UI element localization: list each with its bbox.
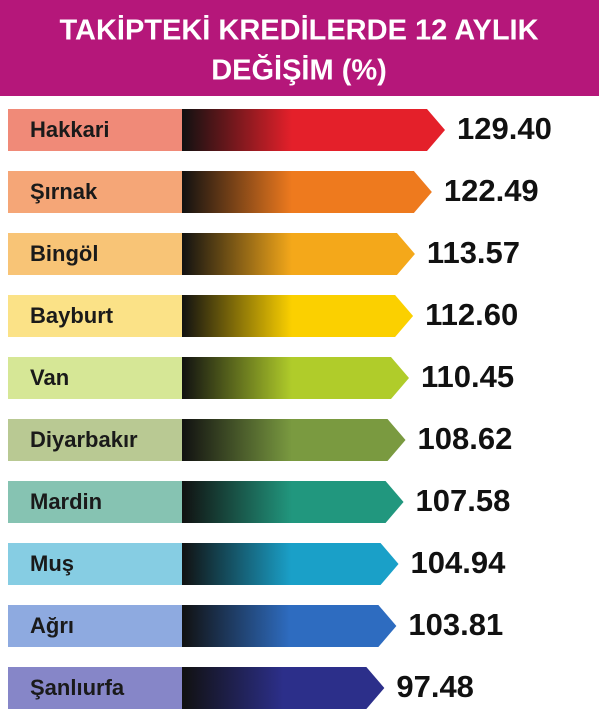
bar [182,419,406,461]
category-label: Bingöl [30,241,98,266]
bar-label-area [8,419,182,461]
bar-label-area [8,233,182,275]
value-label: 108.62 [418,421,513,456]
bar-label-area [8,605,182,647]
bar-label-area [8,171,182,213]
bar-label-area [8,667,182,709]
category-label: Hakkari [30,117,110,142]
value-label: 113.57 [427,235,520,270]
category-label: Diyarbakır [30,427,138,452]
category-label: Van [30,365,69,390]
bar [182,357,409,399]
chart-title: TAKİPTEKİ KREDİLERDE 12 AYLIK [59,15,538,47]
bar-label-area [8,481,182,523]
value-label: 97.48 [396,669,474,704]
bar [182,667,385,709]
value-label: 107.58 [416,483,511,518]
bar [182,109,445,151]
bar [182,481,404,523]
bar [182,171,432,213]
value-label: 112.60 [425,297,518,332]
title-band [0,0,599,96]
value-label: 129.40 [457,111,552,146]
bar [182,295,414,337]
category-label: Şanlıurfa [30,675,125,700]
category-label: Mardin [30,489,102,514]
bar [182,605,397,647]
value-label: 110.45 [421,359,514,394]
value-label: 103.81 [408,607,503,642]
bar-label-area [8,357,182,399]
value-label: 122.49 [444,173,539,208]
bar-label-area [8,543,182,585]
category-label: Bayburt [30,303,114,328]
bar [182,233,415,275]
category-label: Muş [30,551,74,576]
chart-title: DEĞİŞİM (%) [211,53,387,87]
category-label: Ağrı [30,613,74,638]
bar [182,543,399,585]
category-label: Şırnak [30,179,98,204]
value-label: 104.94 [411,545,507,580]
bar-label-area [8,109,182,151]
bar-label-area [8,295,182,337]
